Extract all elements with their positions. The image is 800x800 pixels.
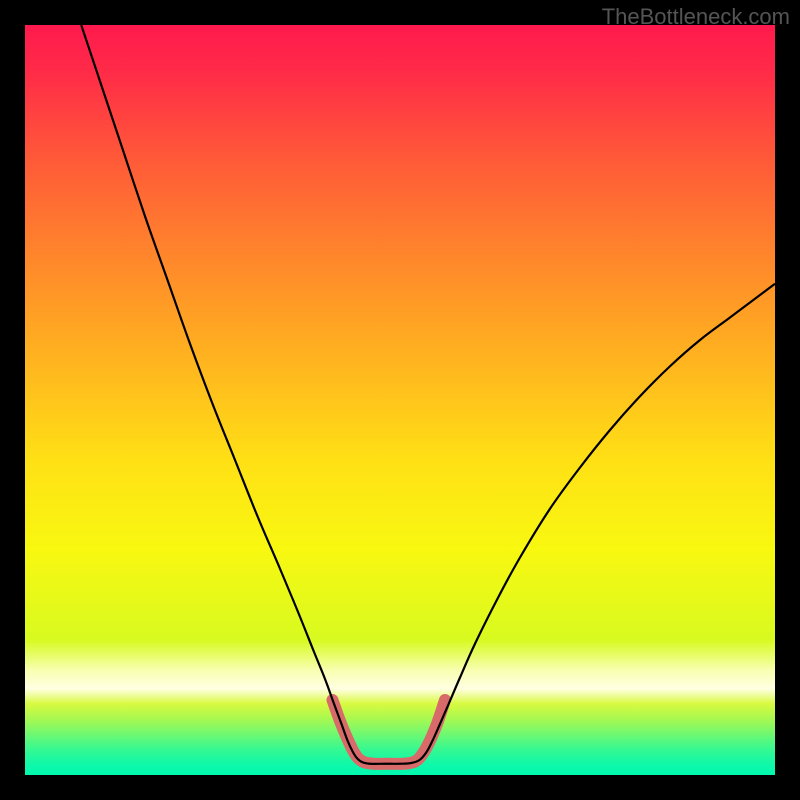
plot-area xyxy=(25,25,775,775)
gradient-background xyxy=(25,25,775,775)
chart-frame: TheBottleneck.com xyxy=(0,0,800,800)
plot-svg xyxy=(25,25,775,775)
